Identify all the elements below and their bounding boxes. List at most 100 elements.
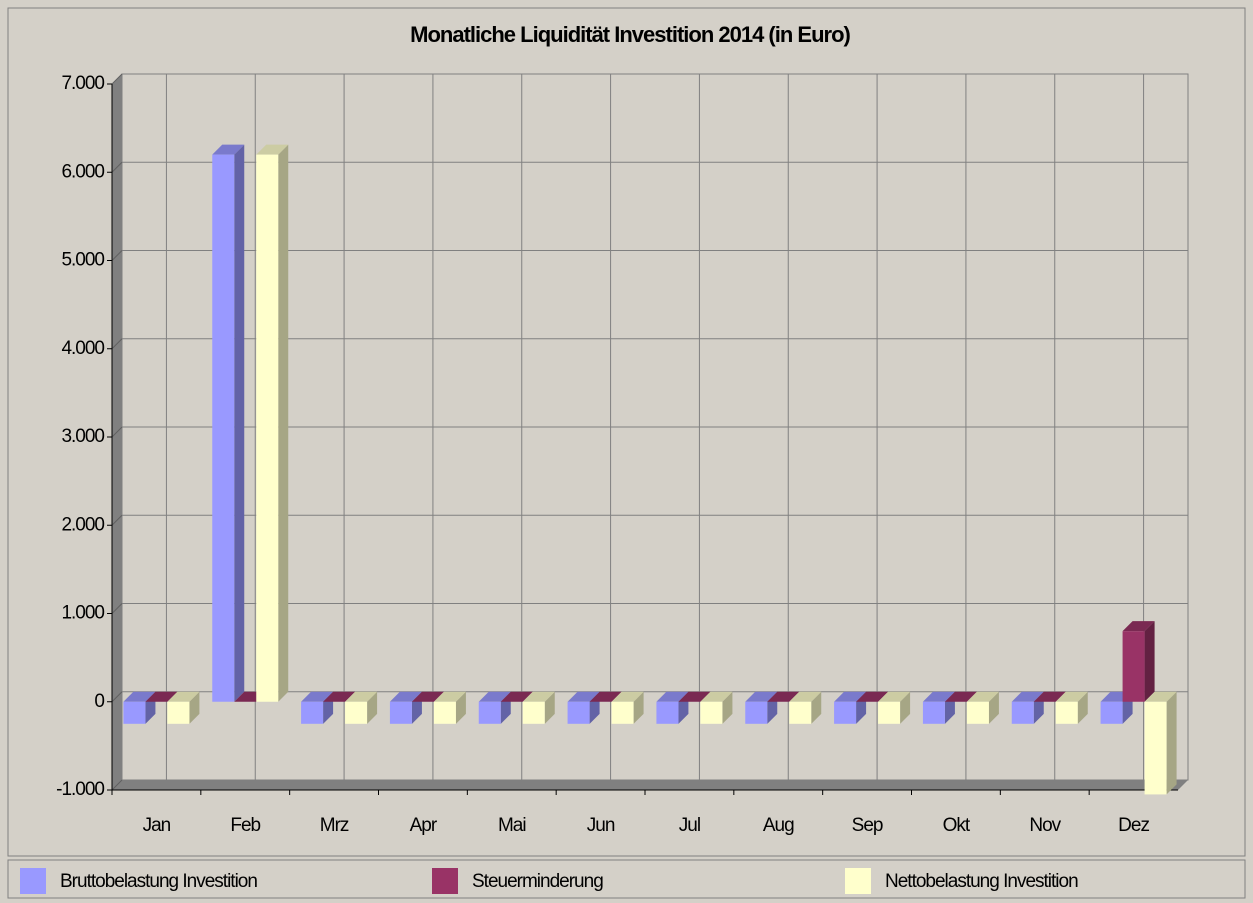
x-tick-label: Okt	[943, 815, 971, 836]
bar	[834, 701, 857, 724]
bar	[345, 701, 368, 724]
x-tick-label: Aug	[763, 815, 794, 836]
bar-top	[301, 691, 334, 702]
x-tick-label: Nov	[1029, 815, 1061, 836]
bar-side	[189, 691, 200, 724]
grid-line-side	[111, 514, 123, 526]
bar-side	[811, 691, 822, 724]
y-tick-label: -1.000	[56, 779, 104, 800]
grid-line-side	[111, 338, 123, 350]
bar-top	[1011, 691, 1044, 702]
bar-side	[900, 691, 911, 724]
grid-line-side	[111, 691, 123, 703]
bar-side	[1144, 621, 1155, 702]
bar	[966, 701, 989, 724]
bar-top	[567, 691, 600, 702]
grid-line-side	[111, 603, 123, 614]
legend-frame	[7, 859, 1246, 899]
bar-top	[1055, 691, 1088, 702]
chart-frame	[7, 7, 1246, 857]
y-tick-label: 5.000	[61, 250, 104, 271]
bar-side	[633, 691, 644, 724]
legend-label: Steuerminderung	[472, 871, 603, 892]
bar-top	[944, 691, 977, 702]
bar-side	[1077, 691, 1088, 724]
bar-top	[433, 691, 466, 702]
bar-top	[611, 691, 644, 702]
bar-side	[455, 691, 466, 724]
bar	[301, 701, 324, 724]
bar-top	[167, 691, 200, 702]
bar-side	[1166, 691, 1177, 795]
x-tick-label: Dez	[1118, 815, 1149, 836]
bar	[700, 701, 723, 724]
bar-top	[589, 691, 622, 702]
bar-top	[522, 691, 555, 702]
bar-side	[722, 691, 733, 724]
bar-top	[1122, 621, 1155, 632]
legend-label: Nettobelastung Investition	[885, 871, 1078, 892]
grid-line-side	[111, 250, 123, 261]
bar-top	[345, 691, 378, 702]
bar-top	[212, 144, 245, 155]
bar-top	[323, 691, 356, 702]
bar	[522, 701, 545, 724]
y-tick-label: 7.000	[61, 73, 104, 94]
bar-top	[856, 691, 889, 702]
bar	[123, 701, 146, 724]
bar-side	[367, 691, 378, 724]
bar-side	[234, 144, 245, 702]
x-tick-label: Sep	[852, 815, 883, 836]
bar	[167, 701, 190, 724]
bar-top	[123, 691, 156, 702]
bar-top	[145, 691, 178, 702]
y-tick-label: 2.000	[61, 514, 104, 535]
bar-top	[966, 691, 999, 702]
bar	[878, 701, 901, 724]
bar	[567, 701, 590, 724]
grid-line-side	[111, 73, 123, 85]
chart-title: Monatliche Liquidität Investition 2014 (…	[410, 22, 850, 47]
x-tick-label: Mai	[498, 815, 526, 836]
bar	[789, 701, 812, 724]
bar	[1100, 701, 1123, 724]
bar	[1122, 631, 1145, 702]
bar-side	[278, 144, 289, 702]
bar-top	[789, 691, 822, 702]
x-tick-label: Apr	[410, 815, 438, 836]
bar-top	[767, 691, 800, 702]
x-tick-label: Feb	[230, 815, 260, 836]
bar	[611, 701, 634, 724]
legend-swatch	[845, 868, 871, 894]
x-tick-label: Mrz	[320, 815, 349, 836]
y-tick-label: 1.000	[61, 603, 104, 624]
bar-top	[745, 691, 778, 702]
bar	[922, 701, 945, 724]
bar	[256, 154, 279, 702]
bar	[389, 701, 412, 724]
bar-side	[544, 691, 555, 724]
x-tick-label: Jun	[587, 815, 615, 836]
bar-top	[256, 144, 289, 155]
bar	[433, 701, 456, 724]
bar-top	[500, 691, 533, 702]
y-tick-label: 0	[94, 691, 104, 712]
bar-top	[411, 691, 444, 702]
grid-line-side	[111, 779, 123, 791]
bar-top	[1033, 691, 1066, 702]
grid-line-side	[111, 426, 123, 438]
bar-top	[878, 691, 911, 702]
bar-top	[834, 691, 867, 702]
bar-side	[988, 691, 999, 724]
floor	[112, 780, 1188, 790]
bar-top	[389, 691, 422, 702]
y-tick-label: 4.000	[61, 338, 104, 359]
bar-top	[656, 691, 689, 702]
bar-top	[478, 691, 511, 702]
bar	[1011, 701, 1034, 724]
bar	[1144, 701, 1167, 795]
x-tick-label: Jul	[679, 815, 700, 836]
bar	[212, 154, 235, 702]
bar	[656, 701, 679, 724]
